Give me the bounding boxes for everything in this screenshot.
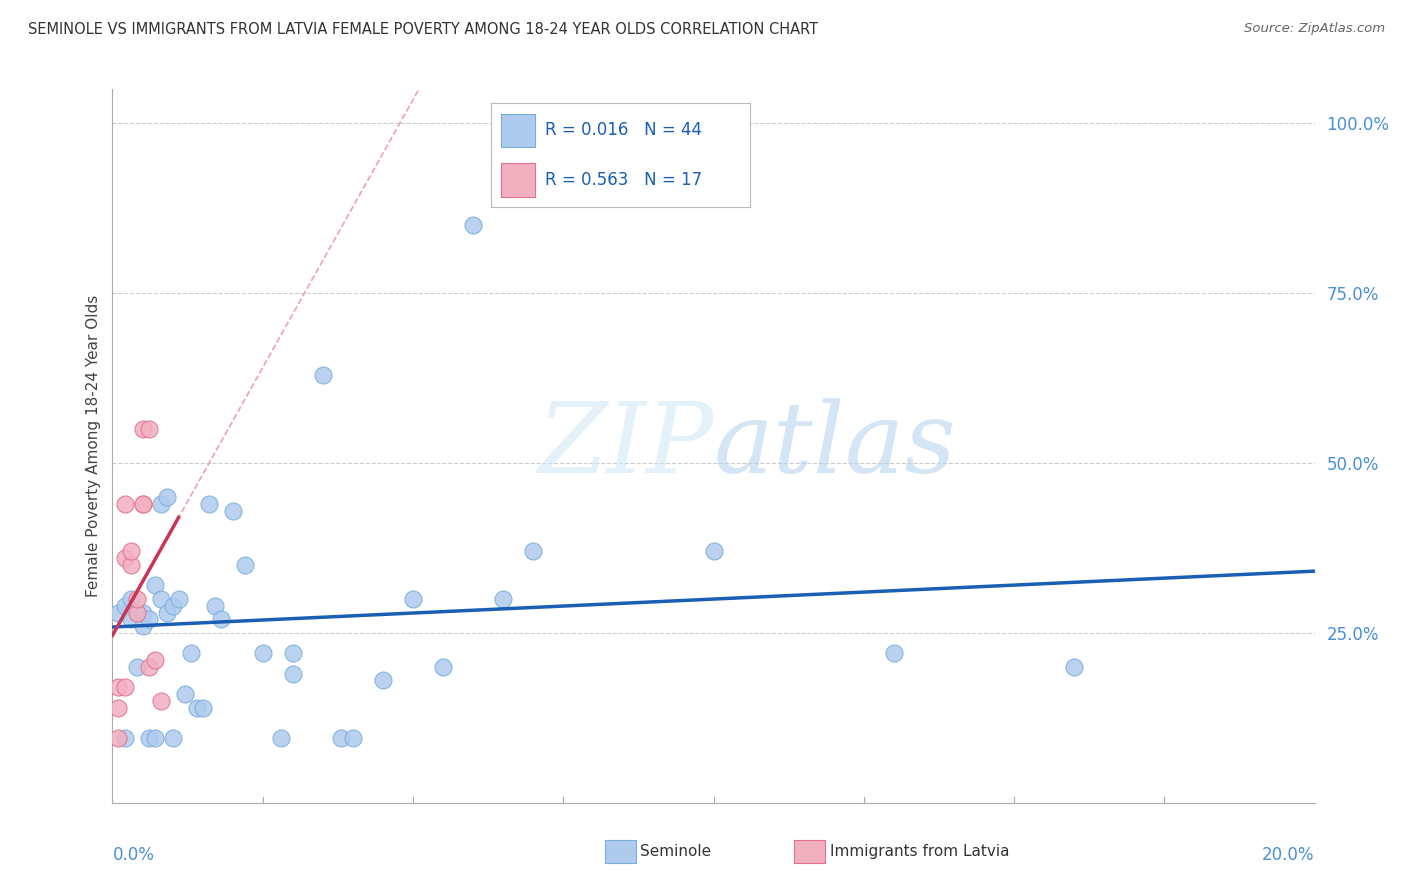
Point	[107, 700, 129, 714]
Point	[131, 606, 153, 620]
Point	[120, 558, 142, 572]
Point	[209, 612, 232, 626]
Point	[222, 503, 245, 517]
Point	[191, 700, 214, 714]
Point	[197, 497, 219, 511]
Point	[120, 591, 142, 606]
Point	[114, 599, 136, 613]
Point	[149, 591, 172, 606]
Point	[173, 687, 195, 701]
Text: Seminole: Seminole	[640, 845, 711, 859]
Point	[432, 660, 454, 674]
Text: R = 0.563   N = 17: R = 0.563 N = 17	[546, 171, 703, 189]
Point	[155, 606, 177, 620]
Point	[883, 646, 905, 660]
Point	[120, 612, 142, 626]
Point	[138, 660, 160, 674]
Point	[371, 673, 394, 688]
Point	[149, 497, 172, 511]
Point	[342, 731, 364, 746]
Text: Source: ZipAtlas.com: Source: ZipAtlas.com	[1244, 22, 1385, 36]
Point	[143, 653, 166, 667]
Point	[138, 612, 160, 626]
Point	[125, 606, 148, 620]
FancyBboxPatch shape	[502, 114, 536, 147]
Y-axis label: Female Poverty Among 18-24 Year Olds: Female Poverty Among 18-24 Year Olds	[86, 295, 101, 597]
Point	[138, 422, 160, 436]
Point	[107, 606, 129, 620]
Text: SEMINOLE VS IMMIGRANTS FROM LATVIA FEMALE POVERTY AMONG 18-24 YEAR OLDS CORRELAT: SEMINOLE VS IMMIGRANTS FROM LATVIA FEMAL…	[28, 22, 818, 37]
Point	[702, 544, 725, 558]
Point	[155, 490, 177, 504]
Point	[120, 544, 142, 558]
Point	[149, 694, 172, 708]
Text: ZIP: ZIP	[537, 399, 713, 493]
Text: 20.0%: 20.0%	[1263, 846, 1315, 863]
Point	[281, 646, 304, 660]
Point	[329, 731, 352, 746]
Point	[138, 731, 160, 746]
Point	[281, 666, 304, 681]
Point	[402, 591, 425, 606]
Point	[270, 731, 292, 746]
Text: 0.0%: 0.0%	[112, 846, 155, 863]
Point	[114, 680, 136, 694]
Point	[114, 731, 136, 746]
Point	[131, 422, 153, 436]
Point	[143, 731, 166, 746]
Point	[107, 680, 129, 694]
Point	[312, 368, 335, 382]
Point	[131, 619, 153, 633]
Point	[204, 599, 226, 613]
Point	[167, 591, 190, 606]
Point	[162, 731, 184, 746]
Point	[114, 497, 136, 511]
Text: Immigrants from Latvia: Immigrants from Latvia	[830, 845, 1010, 859]
Point	[1063, 660, 1085, 674]
Point	[180, 646, 202, 660]
FancyBboxPatch shape	[502, 163, 536, 196]
Text: R = 0.016   N = 44: R = 0.016 N = 44	[546, 121, 703, 139]
Point	[162, 599, 184, 613]
Point	[131, 497, 153, 511]
Point	[233, 558, 256, 572]
Point	[131, 497, 153, 511]
Point	[143, 578, 166, 592]
Point	[186, 700, 208, 714]
Point	[252, 646, 274, 660]
Point	[125, 660, 148, 674]
Point	[114, 551, 136, 566]
Text: atlas: atlas	[713, 399, 956, 493]
Point	[461, 218, 484, 232]
Point	[492, 591, 515, 606]
Point	[125, 591, 148, 606]
Point	[522, 544, 544, 558]
Point	[107, 731, 129, 746]
